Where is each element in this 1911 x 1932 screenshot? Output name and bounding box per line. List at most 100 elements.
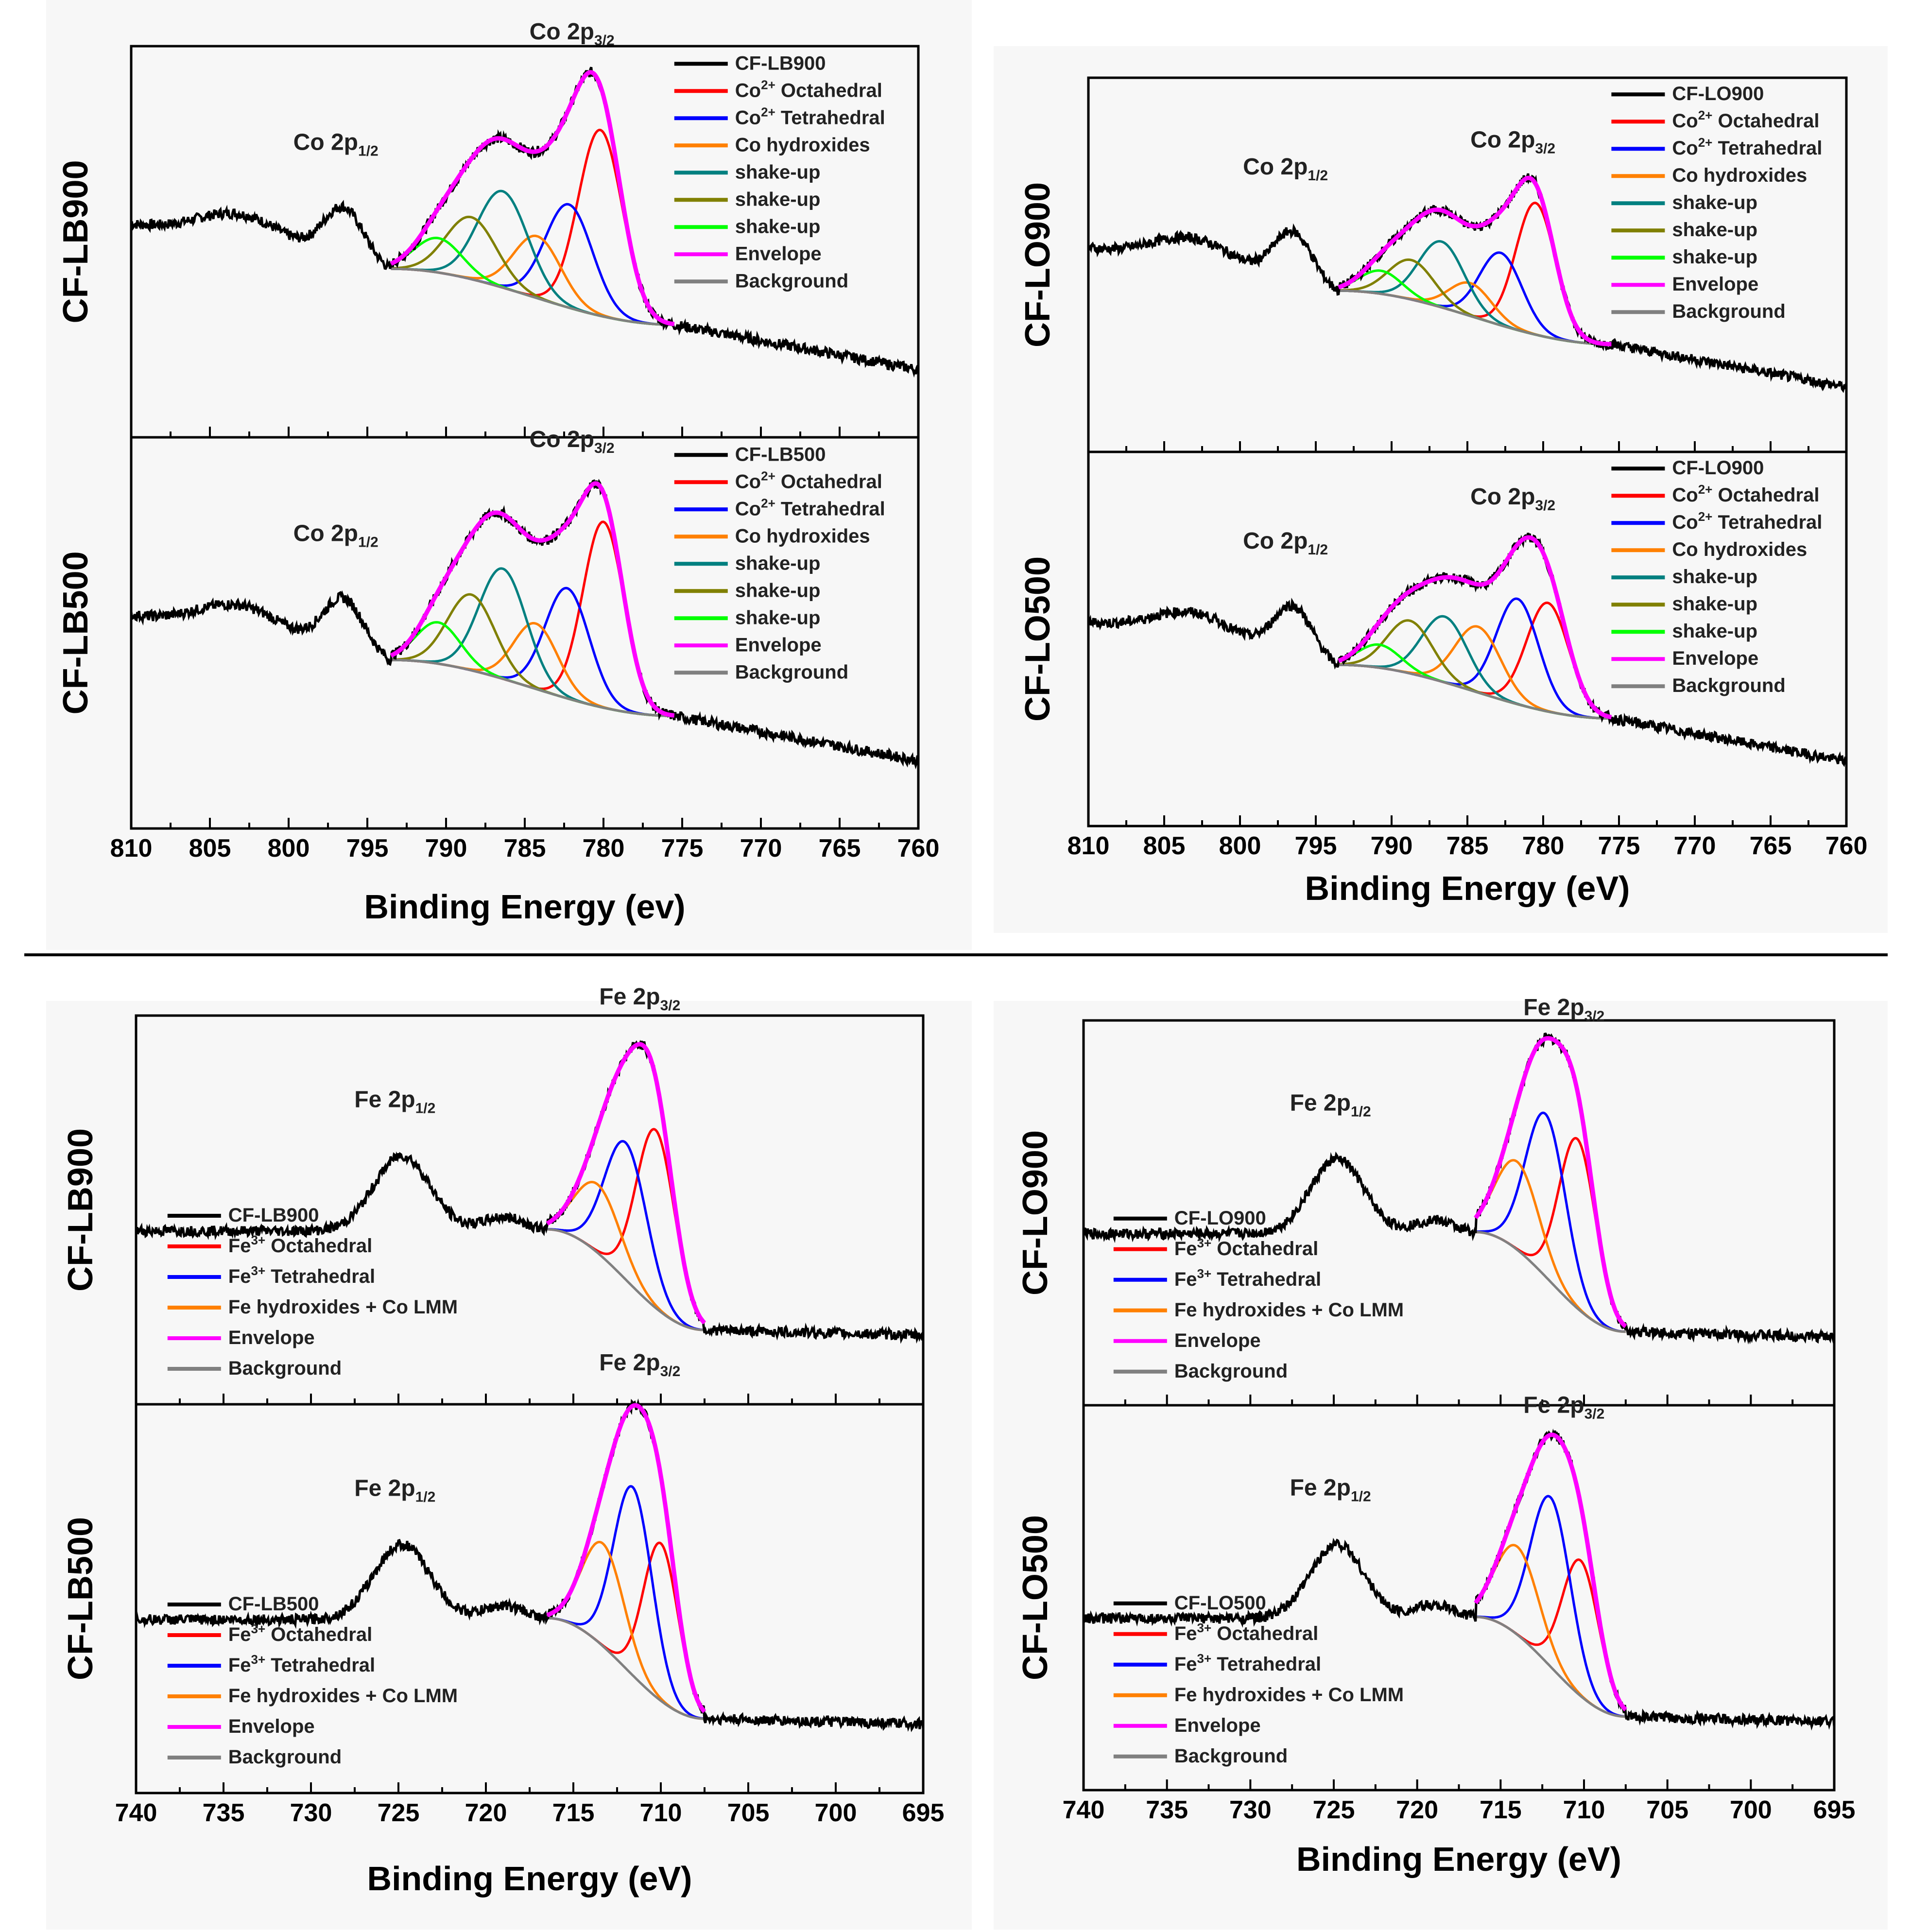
legend-label: Co hydroxides — [1672, 539, 1807, 560]
legend-label: Fe3+ Tetrahedral — [228, 1263, 375, 1287]
x-tick-label: 730 — [1229, 1796, 1272, 1824]
background-line — [1475, 1231, 1626, 1333]
legend-label: CF-LB500 — [228, 1593, 319, 1615]
background-line — [1338, 663, 1612, 720]
legend-label: shake-up — [735, 216, 821, 237]
y-axis-label: CF-LB900 — [56, 160, 95, 323]
annotation-subscript: 3/2 — [1535, 498, 1555, 514]
spectrum-line — [130, 67, 919, 378]
legend-superscript: 3+ — [251, 1652, 265, 1667]
envelope-line — [546, 1042, 706, 1325]
x-tick-label: 790 — [1371, 832, 1413, 860]
tetrahedral-peak — [547, 1485, 705, 1720]
legend-label: shake-up — [1672, 192, 1757, 213]
legend-label: Co2+ Octahedral — [1672, 108, 1819, 132]
legend-label: Background — [735, 661, 848, 683]
envelope-line — [1338, 535, 1612, 720]
spectrum-line — [1082, 1032, 1836, 1345]
card-top-left — [46, 0, 972, 950]
x-tick-label: 795 — [1295, 832, 1337, 860]
legend-label: Background — [735, 270, 848, 292]
legend-label: CF-LO500 — [1174, 1592, 1266, 1614]
legend-label: CF-LO900 — [1174, 1208, 1266, 1229]
legend-label: shake-up — [735, 607, 821, 628]
x-tick-label: 770 — [1674, 832, 1716, 860]
x-tick-label: 775 — [1598, 832, 1640, 860]
legend: CF-LB900 Fe3+ Octahedral Fe3+ Tetrahedral F… — [167, 1205, 458, 1379]
legend-label: Fe3+ Tetrahedral — [1174, 1266, 1321, 1290]
legend-superscript: 2+ — [1698, 509, 1713, 524]
legend-label: Co2+ Tetrahedral — [1672, 135, 1822, 159]
legend-label: Fe3+ Tetrahedral — [1174, 1651, 1321, 1675]
legend: CF-LB500 Co2+ Octahedral Co2+ Tetrahedral C… — [674, 444, 885, 683]
legend-label-rest: Octahedral — [265, 1235, 372, 1257]
x-tick-label: 765 — [819, 834, 861, 862]
legend-label: Fe hydroxides + Co LMM — [228, 1685, 458, 1707]
x-tick-label: 700 — [1730, 1796, 1772, 1824]
legend-label-rest: Tetrahedral — [775, 498, 885, 519]
annotation-subscript: 3/2 — [1584, 1406, 1605, 1422]
x-tick-label: 785 — [1446, 832, 1489, 860]
legend-label-rest: Tetrahedral — [1712, 138, 1822, 159]
background-line — [1475, 1616, 1626, 1718]
envelope-line — [1338, 175, 1612, 346]
x-tick-label: 710 — [640, 1799, 682, 1827]
legend-label: Fe hydroxides + Co LMM — [1174, 1299, 1404, 1321]
legend-superscript: 3+ — [1197, 1621, 1211, 1635]
legend-label: Fe3+ Octahedral — [228, 1622, 372, 1645]
x-tick-label: 705 — [1646, 1796, 1688, 1824]
annotation-subscript: 1/2 — [415, 1489, 436, 1505]
card-bottom-right — [994, 1001, 1888, 1930]
x-tick-label: 695 — [902, 1799, 945, 1827]
legend-label: Envelope — [735, 634, 822, 656]
legend-label: Envelope — [228, 1716, 315, 1737]
legend-label: CF-LO900 — [1672, 83, 1764, 104]
x-tick-label: 810 — [1067, 832, 1110, 860]
x-tick-label: 805 — [1143, 832, 1186, 860]
x-tick-label: 780 — [1522, 832, 1565, 860]
x-axis-label: Binding Energy (eV) — [1305, 869, 1630, 907]
spectrum-line — [135, 1398, 925, 1732]
peak-annotation: Co 2p1/2 — [1243, 154, 1328, 184]
legend-label: Envelope — [1672, 274, 1758, 295]
annotation-subscript: 1/2 — [1308, 542, 1328, 558]
legend-label-rest: Tetrahedral — [1712, 512, 1822, 533]
x-tick-label: 805 — [189, 834, 231, 862]
legend-label-rest: Tetrahedral — [265, 1266, 375, 1287]
legend-label: Background — [1672, 301, 1785, 322]
legend-label-rest: Octahedral — [1712, 110, 1819, 132]
card-bottom-left — [46, 1001, 972, 1930]
legend-label: shake-up — [1672, 219, 1757, 241]
legend-superscript: 2+ — [761, 77, 775, 92]
background-line — [391, 267, 674, 326]
y-axis-label: CF-LB500 — [56, 551, 95, 714]
legend-label: Co2+ Octahedral — [735, 468, 882, 492]
x-tick-label: 775 — [661, 834, 704, 862]
tetrahedral-peak — [1475, 1111, 1626, 1333]
y-axis-label: CF-LO500 — [1016, 1515, 1055, 1680]
legend-label-rest: Octahedral — [1712, 484, 1819, 506]
legend-superscript: 3+ — [251, 1622, 265, 1636]
background-line — [391, 658, 674, 717]
annotation-subscript: 3/2 — [594, 440, 615, 456]
legend-label: shake-up — [1672, 593, 1757, 615]
legend-label: Co hydroxides — [735, 134, 870, 155]
x-tick-label: 735 — [1146, 1796, 1188, 1824]
annotation-subscript: 3/2 — [1584, 1008, 1605, 1024]
envelope-line — [1474, 1432, 1627, 1711]
legend-label: Background — [228, 1746, 342, 1768]
legend-label: Fe hydroxides + Co LMM — [1174, 1684, 1404, 1706]
x-tick-label: 800 — [1219, 832, 1261, 860]
x-tick-label: 725 — [1313, 1796, 1355, 1824]
legend-label-rest: Octahedral — [1211, 1623, 1318, 1644]
legend-superscript: 3+ — [1197, 1651, 1211, 1666]
legend-label: Background — [1174, 1745, 1288, 1767]
legend-label-rest: Octahedral — [775, 80, 882, 101]
y-axis-label: CF-LB500 — [61, 1517, 100, 1680]
